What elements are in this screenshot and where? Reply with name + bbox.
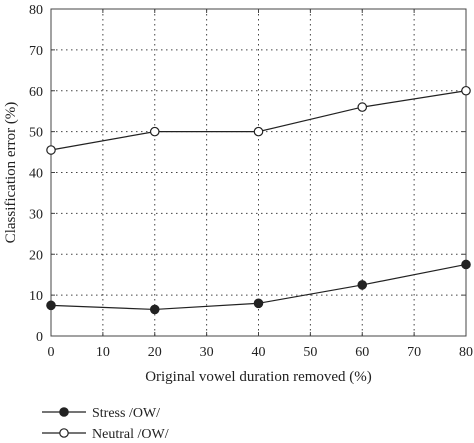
y-tick-label: 0 — [36, 330, 43, 345]
data-point — [46, 300, 56, 311]
legend-marker — [59, 428, 69, 438]
series-1 — [46, 259, 471, 315]
y-tick-label: 80 — [29, 3, 43, 18]
x-tick-label: 30 — [200, 345, 214, 360]
legend-item: Stress /OW/ — [42, 406, 160, 421]
y-tick-label: 60 — [29, 85, 43, 100]
x-axis-title: Original vowel duration removed (%) — [145, 369, 372, 385]
x-tick-label: 70 — [407, 345, 421, 360]
legend-label: Neutral /OW/ — [92, 427, 169, 442]
y-tick-label: 30 — [29, 207, 43, 222]
data-point — [253, 298, 264, 309]
y-tick-label: 50 — [29, 126, 43, 141]
x-tick-label: 20 — [148, 345, 162, 360]
data-point — [357, 102, 368, 112]
data-point — [46, 145, 56, 155]
x-tick-label: 80 — [459, 345, 473, 360]
x-tick-label: 10 — [96, 345, 110, 360]
axis-ticks: 0 10 20 30 40 50 60 70 80 0 10 20 30 40 50 60 70 80 — [29, 3, 473, 360]
data-point — [253, 126, 264, 137]
data-point — [461, 85, 471, 96]
x-tick-label: 50 — [303, 345, 317, 360]
x-tick-label: 60 — [355, 345, 369, 360]
y-tick-label: 40 — [29, 167, 43, 182]
legend-item: Neutral /OW/ — [42, 427, 169, 442]
y-tick-label: 10 — [29, 289, 43, 304]
data-point — [461, 259, 471, 270]
x-tick-label: 0 — [48, 345, 55, 360]
data-point — [149, 126, 160, 137]
grid — [51, 9, 466, 336]
x-tick-label: 40 — [252, 345, 266, 360]
legend-marker — [59, 407, 69, 417]
legend-label: Stress /OW/ — [92, 406, 160, 421]
y-tick-label: 70 — [29, 44, 43, 59]
plot-frame — [50, 8, 467, 337]
legend: Stress /OW/Neutral /OW/ — [42, 406, 169, 442]
series-2 — [46, 85, 471, 155]
y-axis-title: Classification error (%) — [3, 102, 19, 244]
series — [46, 85, 471, 315]
data-point — [357, 280, 368, 290]
data-point — [149, 304, 160, 315]
y-tick-label: 20 — [29, 248, 43, 263]
